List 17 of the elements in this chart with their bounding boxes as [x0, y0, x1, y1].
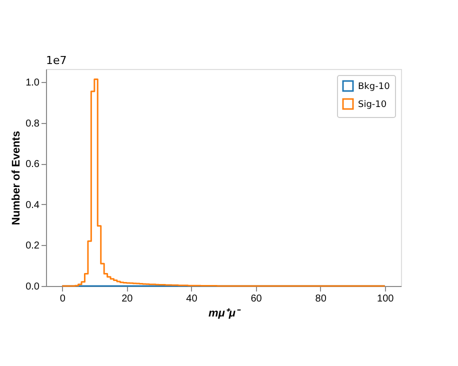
text: 1e7 — [46, 54, 67, 67]
legend-label: Sig-10 — [358, 100, 387, 110]
x-tick-label: 60 — [250, 294, 262, 304]
x-tick-label: 20 — [122, 294, 134, 304]
legend-label: Bkg-10 — [358, 82, 390, 92]
x-tick-label: 100 — [377, 294, 394, 304]
x-tick-label: 80 — [315, 294, 327, 304]
y-tick-label: 0.0 — [26, 282, 40, 292]
x-tick-label: 40 — [186, 294, 198, 304]
x-axis-title: mμ⁺μ⁻ — [208, 308, 242, 320]
y-tick-label: 0.4 — [26, 200, 40, 211]
y-tick-label: 0.8 — [26, 118, 40, 130]
y-axis-title: Number of Events — [10, 130, 23, 226]
x-tick-label: 0 — [60, 294, 66, 304]
y-tick-label: 0.6 — [26, 159, 40, 170]
y-tick-label: 0.2 — [26, 240, 40, 252]
y-tick-label: 1.0 — [26, 78, 40, 89]
